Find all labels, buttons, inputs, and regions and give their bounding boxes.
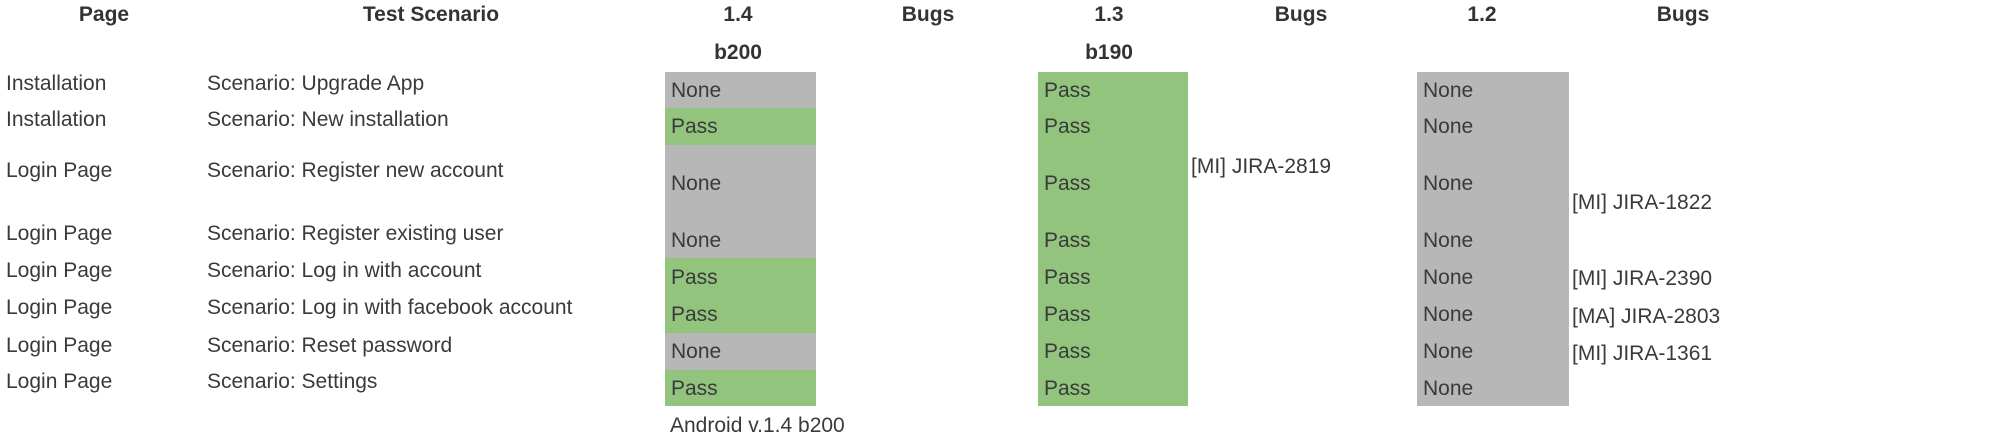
result-value: Pass — [1044, 172, 1091, 195]
result-value: None — [1423, 228, 1474, 252]
result-value: None — [671, 228, 722, 252]
result-value: None — [1423, 115, 1474, 138]
header-page: Page — [78, 3, 130, 26]
row-page: Installation — [6, 72, 107, 95]
result-value: None — [671, 340, 722, 363]
result-value: Pass — [1044, 228, 1091, 252]
result-value: Pass — [671, 265, 718, 289]
result-value: None — [1423, 265, 1474, 289]
bug-note-1-3: [MI] JIRA-2819 — [1191, 155, 1332, 178]
footer-build-note: Android v.1.4 b200 — [670, 414, 845, 437]
result-cell-v14: None — [665, 72, 816, 108]
result-cell-v14: Pass — [665, 108, 816, 145]
result-value: Pass — [1044, 303, 1091, 326]
row-scenario: Scenario: New installation — [207, 108, 449, 131]
bug-note-1-2: [MI] JIRA-1822 — [1572, 191, 1713, 214]
result-cell-v13: Pass — [1038, 222, 1188, 258]
result-value: Pass — [671, 115, 718, 138]
header-test-scenario: Test Scenario — [362, 3, 500, 26]
result-value: None — [1423, 172, 1474, 195]
result-cell-v12: None — [1417, 333, 1569, 370]
header-version-1-4: 1.4 — [723, 3, 753, 26]
result-value: None — [671, 172, 722, 195]
result-cell-v12: None — [1417, 296, 1569, 333]
result-value: Pass — [1044, 78, 1091, 102]
bug-note-1-2: [MI] JIRA-1361 — [1572, 342, 1713, 365]
result-cell-v12: None — [1417, 145, 1569, 222]
result-value: Pass — [1044, 115, 1091, 138]
result-cell-v12: None — [1417, 72, 1569, 108]
header-version-1-3: 1.3 — [1094, 3, 1124, 26]
result-cell-v13: Pass — [1038, 296, 1188, 333]
result-cell-v14: Pass — [665, 370, 816, 406]
row-scenario: Scenario: Register new account — [207, 159, 504, 182]
result-value: Pass — [1044, 340, 1091, 363]
result-value: Pass — [1044, 376, 1091, 400]
result-value: Pass — [671, 303, 718, 326]
result-cell-v14: None — [665, 222, 816, 258]
result-cell-v12: None — [1417, 370, 1569, 406]
row-page: Login Page — [6, 296, 113, 319]
row-page: Login Page — [6, 370, 113, 393]
result-cell-v14: Pass — [665, 258, 816, 296]
result-cell-v14: None — [665, 145, 816, 222]
header-bugs-1-2: Bugs — [1656, 3, 1710, 26]
row-page: Login Page — [6, 222, 113, 245]
result-cell-v14: Pass — [665, 296, 816, 333]
row-scenario: Scenario: Upgrade App — [207, 72, 425, 95]
bug-note-1-2: [MI] JIRA-2390 — [1572, 267, 1713, 290]
result-cell-v13: Pass — [1038, 145, 1188, 222]
row-scenario: Scenario: Reset password — [207, 334, 453, 357]
result-value: Pass — [1044, 265, 1091, 289]
row-page: Installation — [6, 108, 107, 131]
result-cell-v14: None — [665, 333, 816, 370]
build-label-1-3: b190 — [1085, 41, 1133, 64]
header-bugs-1-3: Bugs — [1274, 3, 1328, 26]
result-cell-v13: Pass — [1038, 370, 1188, 406]
result-value: None — [1423, 340, 1474, 363]
result-value: None — [1423, 376, 1474, 400]
result-cell-v13: Pass — [1038, 72, 1188, 108]
result-value: None — [671, 78, 722, 102]
result-value: Pass — [671, 376, 718, 400]
row-scenario: Scenario: Settings — [207, 370, 378, 393]
result-cell-v13: Pass — [1038, 333, 1188, 370]
header-version-1-2: 1.2 — [1467, 3, 1497, 26]
result-cell-v13: Pass — [1038, 108, 1188, 145]
row-scenario: Scenario: Register existing user — [207, 222, 504, 245]
row-page: Login Page — [6, 334, 113, 357]
row-scenario: Scenario: Log in with facebook account — [207, 296, 573, 319]
result-value: None — [1423, 78, 1474, 102]
result-cell-v13: Pass — [1038, 258, 1188, 296]
header-bugs-1-4: Bugs — [901, 3, 955, 26]
row-page: Login Page — [6, 259, 113, 282]
row-scenario: Scenario: Log in with account — [207, 259, 482, 282]
result-cell-v12: None — [1417, 108, 1569, 145]
build-label-1-4: b200 — [714, 41, 762, 64]
bug-note-1-2: [MA] JIRA-2803 — [1572, 305, 1721, 328]
row-page: Login Page — [6, 159, 113, 182]
result-cell-v12: None — [1417, 258, 1569, 296]
result-cell-v12: None — [1417, 222, 1569, 258]
result-value: None — [1423, 303, 1474, 326]
